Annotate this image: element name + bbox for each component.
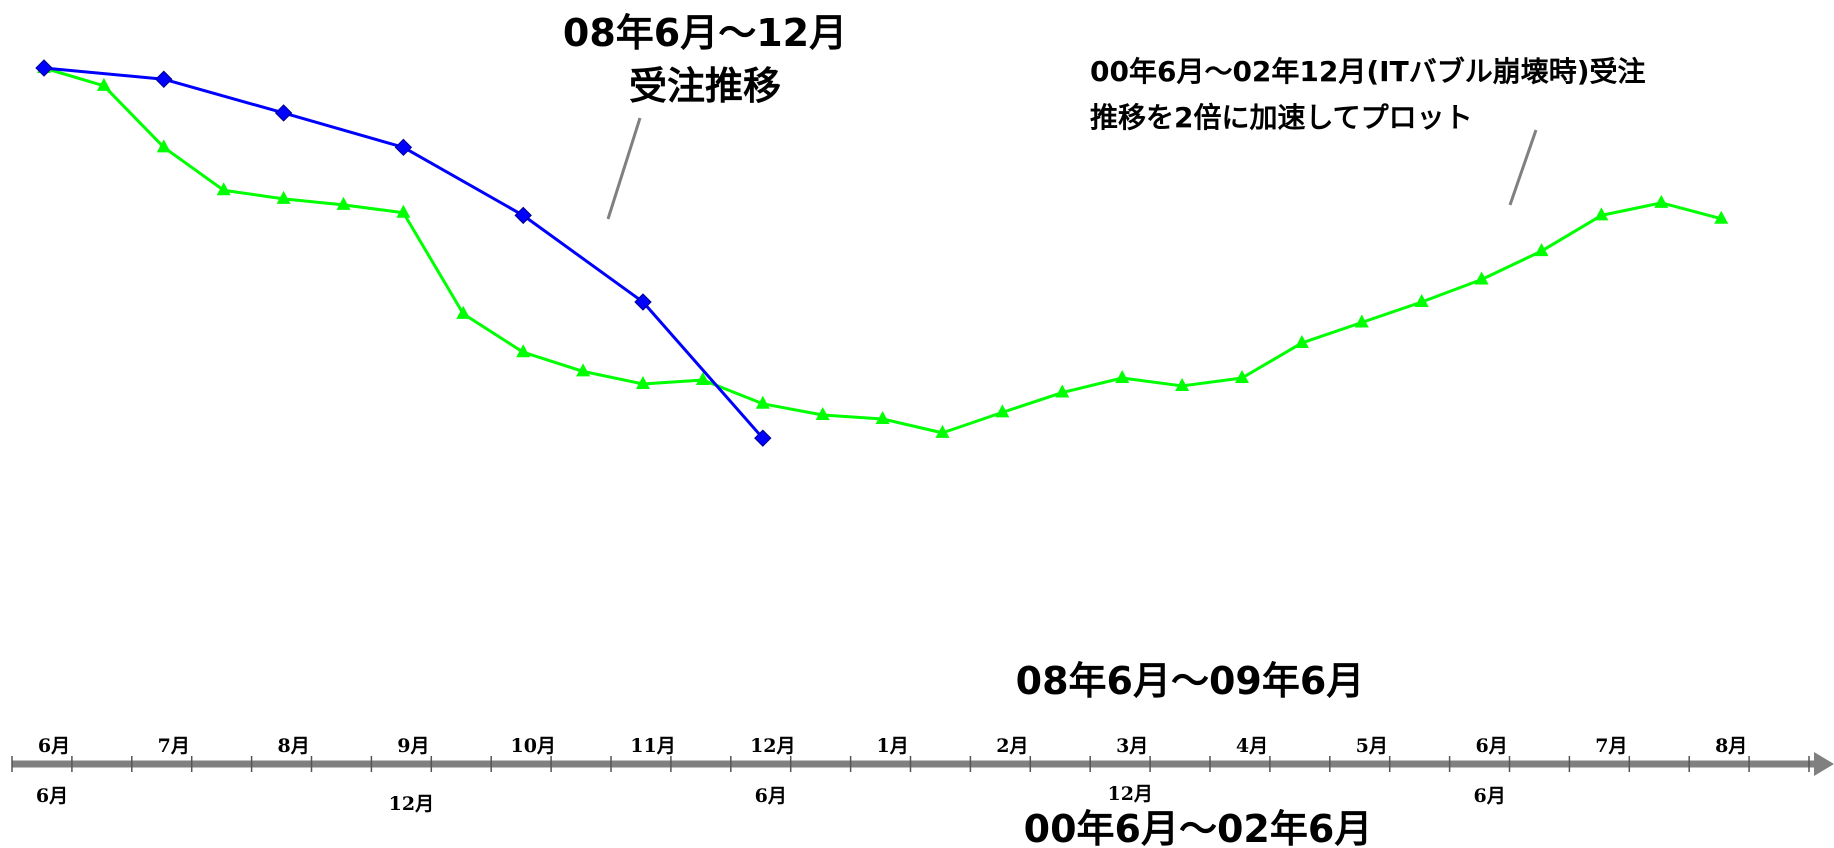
lower-axis-label: 6月	[1473, 785, 1505, 807]
green-series-point	[576, 363, 591, 377]
upper-month-label: 12月	[750, 735, 795, 757]
series-blue	[35, 59, 772, 447]
green-series-annotation: 00年6月～02年12月(ITバブル崩壊時)受注 推移を2倍に加速してプロット	[1090, 55, 1646, 134]
series-green	[37, 60, 1729, 438]
green-series-point	[995, 404, 1010, 418]
green-annotation-pointer	[1508, 129, 1538, 206]
upper-month-label: 9月	[397, 735, 429, 757]
upper-month-label: 6月	[1475, 735, 1507, 757]
green-series-point	[456, 305, 471, 319]
lower-axis-label: 12月	[389, 793, 434, 815]
green-series-point	[1414, 293, 1429, 307]
green-series-point	[875, 410, 890, 424]
green-series-point	[1594, 207, 1609, 221]
green-series-point	[1534, 243, 1549, 257]
upper-axis-title: 08年6月～09年6月	[1016, 659, 1365, 703]
green-series-point	[516, 344, 531, 358]
blue-annotation-pointer	[606, 117, 642, 220]
upper-month-label: 8月	[277, 735, 309, 757]
blue-series-point	[754, 429, 772, 447]
green-series-point	[1654, 194, 1669, 208]
upper-month-label: 6月	[38, 735, 70, 757]
green-series-point	[935, 424, 950, 438]
upper-month-label: 7月	[158, 735, 190, 757]
lower-axis-title: 00年6月～02年6月	[1024, 807, 1373, 848]
blue-series-point	[274, 104, 293, 122]
lower-axis-label: 12月	[1107, 783, 1152, 805]
upper-month-label: 1月	[876, 735, 908, 757]
green-series-label-line-2: 推移を2倍に加速してプロット	[1090, 101, 1473, 134]
upper-month-label: 5月	[1356, 735, 1388, 757]
green-series-point	[1175, 377, 1190, 391]
blue-series-point	[155, 70, 173, 88]
x-axis: 6月 7月 8月 9月 10月 11月 12月 1月 2月 3月 4月 5月 6月 7月 8月 6月 12月 6月…	[11, 735, 1834, 815]
green-series-point	[96, 77, 111, 91]
green-series-point	[216, 182, 231, 196]
blue-series-annotation: 08年6月～12月 受注推移	[563, 11, 847, 108]
green-series-point	[1714, 210, 1729, 224]
green-series-point	[336, 196, 351, 210]
upper-month-label: 7月	[1595, 735, 1627, 757]
green-series-point	[695, 371, 710, 385]
green-series-point	[156, 139, 171, 153]
green-series-point	[1235, 370, 1249, 384]
green-series-point	[1474, 271, 1489, 285]
lower-axis-label: 6月	[755, 785, 787, 807]
green-series-point	[636, 375, 650, 389]
green-series-point	[276, 190, 291, 204]
upper-month-label: 4月	[1236, 735, 1268, 757]
blue-series-point	[634, 293, 652, 311]
green-series-point	[755, 395, 770, 409]
x-axis-arrowhead	[1814, 752, 1834, 776]
upper-month-label: 10月	[510, 735, 555, 757]
annotation-pointers	[606, 117, 1538, 220]
green-series-point	[1055, 384, 1070, 398]
blue-series-point	[394, 138, 413, 157]
green-series-point	[1294, 334, 1309, 348]
lower-axis-label: 6月	[36, 785, 68, 807]
upper-month-label: 3月	[1116, 735, 1148, 757]
green-series-point	[815, 407, 830, 421]
blue-series-point	[514, 206, 532, 225]
green-series-point	[1354, 314, 1369, 328]
blue-series-label-line-1: 08年6月～12月	[563, 11, 847, 55]
upper-month-label: 2月	[996, 735, 1028, 757]
upper-month-label: 11月	[630, 735, 675, 757]
upper-month-label: 8月	[1715, 735, 1747, 757]
green-series-point	[1115, 370, 1130, 384]
green-series-point	[396, 204, 411, 218]
blue-series-point	[35, 59, 53, 77]
green-series-label-line-1: 00年6月～02年12月(ITバブル崩壊時)受注	[1090, 55, 1646, 88]
blue-series-label-line-2: 受注推移	[629, 64, 781, 108]
